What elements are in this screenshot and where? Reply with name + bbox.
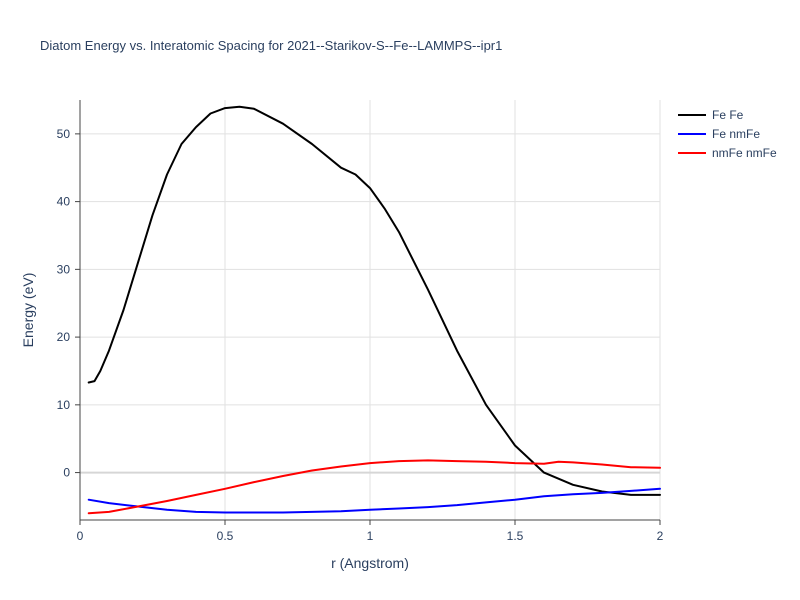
legend[interactable]: Fe Fe Fe nmFe nmFe nmFe [678, 108, 777, 160]
x-axis-title: r (Angstrom) [331, 555, 409, 571]
x-tick-label: 1 [367, 529, 374, 543]
chart-title: Diatom Energy vs. Interatomic Spacing fo… [40, 38, 502, 53]
x-tick-label: 1.5 [507, 529, 524, 543]
y-tick-label: 10 [57, 398, 71, 412]
x-tick-label: 2 [657, 529, 664, 543]
series-line-3 [87, 459, 661, 515]
x-tick-label: 0.5 [217, 529, 234, 543]
series-layer [87, 105, 661, 515]
y-tick-label: 50 [57, 127, 71, 141]
legend-label: Fe Fe [712, 108, 744, 122]
y-tick-label: 20 [57, 330, 71, 344]
series-line-1 [87, 105, 661, 496]
x-tick-label: 0 [77, 529, 84, 543]
grid-layer [80, 100, 661, 520]
legend-item-1[interactable]: Fe Fe [678, 108, 744, 122]
legend-item-2[interactable]: Fe nmFe [678, 127, 760, 141]
legend-item-3[interactable]: nmFe nmFe [678, 146, 777, 160]
y-tick-label: 30 [57, 262, 71, 276]
y-tick-label: 40 [57, 195, 71, 209]
series-line-2 [87, 487, 661, 514]
legend-label: nmFe nmFe [712, 146, 777, 160]
y-axis-title: Energy (eV) [20, 273, 36, 348]
legend-label: Fe nmFe [712, 127, 760, 141]
y-tick-label: 0 [63, 466, 70, 480]
